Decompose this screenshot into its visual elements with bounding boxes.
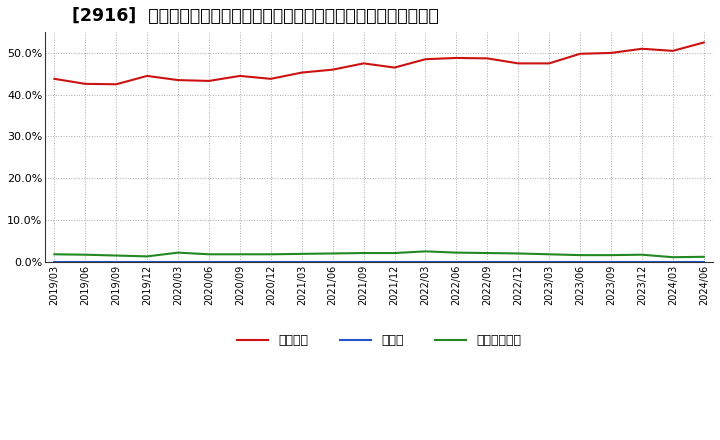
自己資本 [607,50,616,55]
のれん [576,259,585,264]
自己資本 [638,46,647,51]
繰延税金資産 [452,250,461,255]
のれん [421,259,430,264]
自己資本 [699,40,708,45]
Legend: 自己資本, のれん, 繰延税金資産: 自己資本, のれん, 繰延税金資産 [233,329,526,352]
繰延税金資産 [545,252,554,257]
自己資本 [421,57,430,62]
繰延税金資産 [143,254,151,259]
自己資本 [204,78,213,84]
のれん [112,259,120,264]
繰延税金資産 [174,250,182,255]
繰延税金資産 [638,252,647,257]
自己資本 [328,67,337,72]
のれん [545,259,554,264]
自己資本 [143,73,151,79]
繰延税金資産 [81,252,89,257]
繰延税金資産 [421,249,430,254]
のれん [483,259,492,264]
Text: [2916]  自己資本、のれん、繰延税金資産の総資産に対する比率の推移: [2916] 自己資本、のれん、繰延税金資産の総資産に対する比率の推移 [72,7,438,25]
繰延税金資産 [235,252,244,257]
繰延税金資産 [266,252,275,257]
のれん [359,259,368,264]
繰延税金資産 [699,254,708,260]
繰延税金資産 [297,251,306,257]
のれん [204,259,213,264]
のれん [235,259,244,264]
繰延税金資産 [607,253,616,258]
のれん [50,259,59,264]
のれん [607,259,616,264]
のれん [669,259,678,264]
繰延税金資産 [359,250,368,256]
繰延税金資産 [576,253,585,258]
自己資本 [545,61,554,66]
のれん [81,259,89,264]
自己資本 [359,61,368,66]
自己資本 [669,48,678,54]
繰延税金資産 [328,251,337,256]
自己資本 [483,56,492,61]
繰延税金資産 [483,250,492,256]
のれん [143,259,151,264]
自己資本 [81,81,89,87]
のれん [514,259,523,264]
自己資本 [452,55,461,61]
Line: 繰延税金資産: 繰延税金資産 [55,251,703,257]
繰延税金資産 [50,252,59,257]
自己資本 [112,82,120,87]
自己資本 [50,76,59,81]
繰延税金資産 [669,255,678,260]
のれん [452,259,461,264]
繰延税金資産 [112,253,120,258]
自己資本 [576,51,585,56]
のれん [638,259,647,264]
のれん [699,259,708,264]
のれん [297,259,306,264]
のれん [174,259,182,264]
のれん [390,259,399,264]
繰延税金資産 [204,252,213,257]
自己資本 [235,73,244,79]
のれん [328,259,337,264]
繰延税金資産 [390,250,399,256]
自己資本 [514,61,523,66]
自己資本 [297,70,306,75]
のれん [266,259,275,264]
繰延税金資産 [514,251,523,256]
自己資本 [266,76,275,81]
自己資本 [390,65,399,70]
自己資本 [174,77,182,83]
Line: 自己資本: 自己資本 [55,43,703,84]
